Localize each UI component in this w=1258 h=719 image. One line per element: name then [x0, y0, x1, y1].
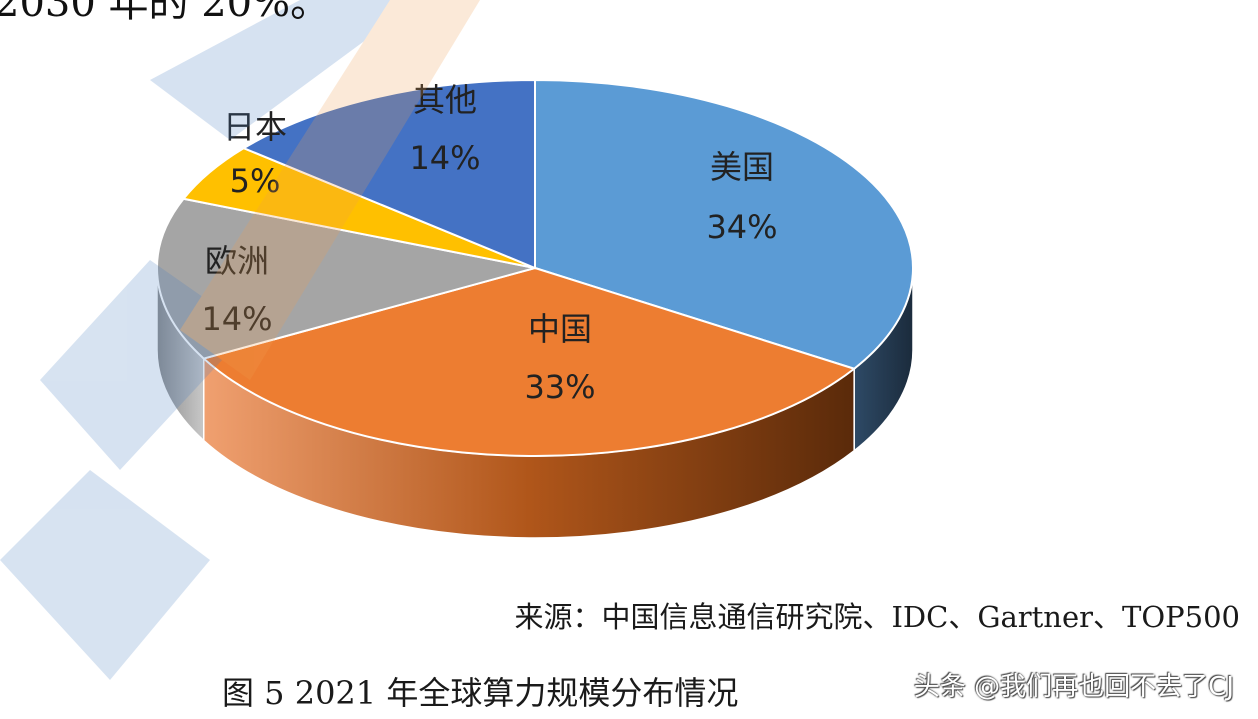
slice-value-0: 34%	[706, 208, 777, 246]
pie-labels: 美国 34% 中国 33% 欧洲 14% 日本 5% 其他 14%	[201, 81, 777, 406]
pie-slice-4	[241, 78, 536, 270]
slice-value-1: 33%	[524, 368, 595, 406]
slice-label-2: 欧洲	[205, 242, 269, 280]
slice-value-4: 14%	[409, 139, 480, 177]
slice-label-0: 美国	[710, 148, 774, 186]
pie-slice-2	[156, 197, 536, 360]
slice-label-4: 其他	[413, 81, 477, 119]
slice-label-1: 中国	[528, 310, 592, 348]
slice-value-2: 14%	[201, 300, 272, 338]
pie-top-faces	[156, 78, 914, 457]
slice-value-3: 5%	[230, 162, 281, 200]
top-text: 2030 年的 20%。	[0, 0, 331, 26]
pie-slice-0	[534, 78, 914, 370]
credit-watermark: 头条 @我们再也回不去了CJ	[913, 672, 1234, 702]
source-note: 来源：中国信息通信研究院、IDC、Gartner、TOP500	[514, 600, 1240, 634]
watermark	[0, 0, 480, 680]
slice-label-3: 日本	[223, 108, 287, 146]
figure-caption: 图 5 2021 年全球算力规模分布情况	[222, 674, 739, 712]
